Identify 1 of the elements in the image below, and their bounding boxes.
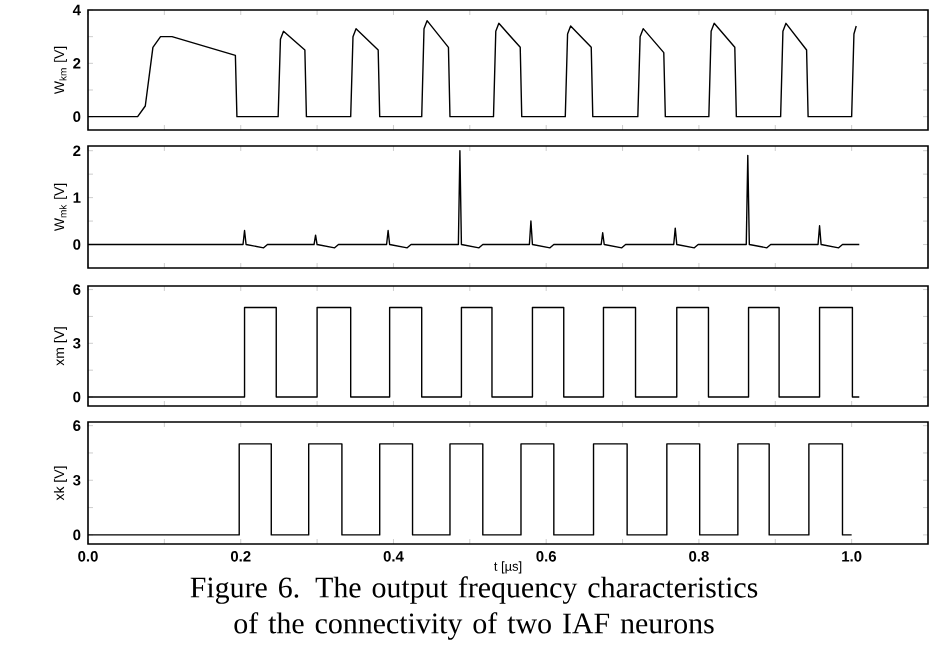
caption: Figure 6. The output frequency characteristics of the connectivity of two IAF neurons bbox=[190, 576, 758, 640]
